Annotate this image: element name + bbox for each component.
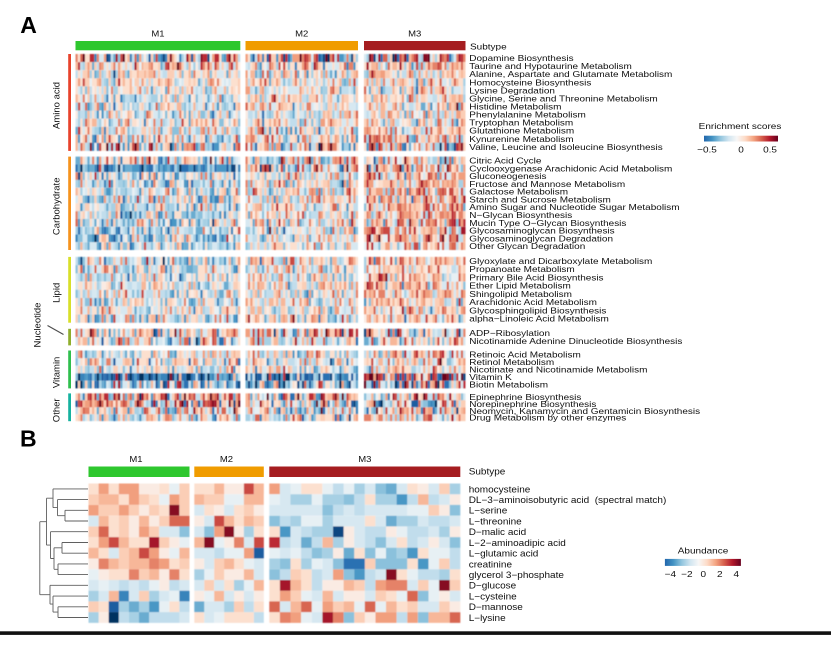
svg-text:Mucin Type O−Glycan Biosynthes: Mucin Type O−Glycan Biosynthesis xyxy=(469,219,627,228)
svg-text:Retinol Metabolism: Retinol Metabolism xyxy=(469,358,554,367)
svg-text:homocysteine: homocysteine xyxy=(469,485,531,495)
svg-text:Cyclooxygenase Arachidonic Aci: Cyclooxygenase Arachidonic Acid Metaboli… xyxy=(469,164,672,173)
svg-text:M3: M3 xyxy=(358,454,371,463)
svg-text:Arachidonic Acid Metabolism: Arachidonic Acid Metabolism xyxy=(469,298,597,307)
svg-text:L−2−aminoadipic acid: L−2−aminoadipic acid xyxy=(469,538,566,548)
svg-text:−4: −4 xyxy=(665,570,676,579)
svg-text:M1: M1 xyxy=(129,454,142,463)
svg-text:Neomycin, Kanamycin and Gentam: Neomycin, Kanamycin and Gentamicin Biosy… xyxy=(469,407,700,416)
svg-text:glycerol 3−phosphate: glycerol 3−phosphate xyxy=(469,570,564,580)
svg-text:Shingolipid Metabolism: Shingolipid Metabolism xyxy=(469,290,572,299)
svg-text:L−lysine: L−lysine xyxy=(469,613,506,623)
svg-text:Subtype: Subtype xyxy=(469,467,506,477)
svg-text:L−threonine: L−threonine xyxy=(469,517,522,527)
svg-text:Nicotinamide Adenine Dinucleot: Nicotinamide Adenine Dinucleotide Biosyn… xyxy=(469,337,683,346)
svg-text:creatinine: creatinine xyxy=(469,560,512,570)
svg-text:Glutathione Metabolism: Glutathione Metabolism xyxy=(469,126,574,135)
svg-text:Histidine Metabolism: Histidine Metabolism xyxy=(469,102,561,111)
svg-text:Tryptophan Metabolism: Tryptophan Metabolism xyxy=(469,118,573,127)
svg-text:Starch and Sucrose Metabolism: Starch and Sucrose Metabolism xyxy=(469,195,611,204)
svg-text:Norepinephrine Biosynthesis: Norepinephrine Biosynthesis xyxy=(469,400,597,409)
svg-text:N−Glycan Biosynthesis: N−Glycan Biosynthesis xyxy=(469,211,572,220)
svg-text:L−serine: L−serine xyxy=(469,506,508,516)
svg-text:Dopamine Biosynthesis: Dopamine Biosynthesis xyxy=(469,54,574,63)
svg-text:DL−3−aminoisobutyric acid (sp: DL−3−aminoisobutyric acid (spectral matc… xyxy=(469,495,667,505)
svg-text:M3: M3 xyxy=(408,29,421,38)
svg-text:Propanoate Metabolism: Propanoate Metabolism xyxy=(469,265,575,274)
svg-text:Taurine and Hypotaurine Metabo: Taurine and Hypotaurine Metabolism xyxy=(469,62,632,71)
svg-text:Fructose and Mannose Metabolis: Fructose and Mannose Metabolism xyxy=(469,180,625,189)
svg-text:Phenylalanine Metabolism: Phenylalanine Metabolism xyxy=(469,110,586,119)
svg-text:−0.5: −0.5 xyxy=(697,145,717,154)
svg-text:B: B xyxy=(20,426,37,452)
svg-text:Enrichment scores: Enrichment scores xyxy=(699,122,782,131)
svg-text:Biotin Metabolism: Biotin Metabolism xyxy=(469,380,548,389)
svg-text:Lysine Degradation: Lysine Degradation xyxy=(469,86,555,95)
svg-text:Other Glycan Degradation: Other Glycan Degradation xyxy=(469,242,585,251)
svg-text:2: 2 xyxy=(717,570,723,579)
svg-text:0: 0 xyxy=(738,145,744,154)
svg-text:Drug Metabolism by other enzym: Drug Metabolism by other enzymes xyxy=(469,413,626,422)
svg-text:Glyoxylate and Dicarboxylate M: Glyoxylate and Dicarboxylate Metabolism xyxy=(469,257,652,266)
svg-text:Carbohydrate: Carbohydrate xyxy=(52,178,63,236)
svg-text:4: 4 xyxy=(734,570,740,579)
svg-text:Glycine, Serine and Threonine: Glycine, Serine and Threonine Metabolism xyxy=(469,94,658,103)
svg-text:M2: M2 xyxy=(220,454,233,463)
svg-text:Valine, Leucine and Isoleucine: Valine, Leucine and Isoleucine Biosynthe… xyxy=(469,143,663,152)
svg-text:Glycosphingolipid Biosynthesis: Glycosphingolipid Biosynthesis xyxy=(469,306,606,315)
svg-text:Citric Acid Cycle: Citric Acid Cycle xyxy=(469,156,541,165)
svg-text:Ether Lipid Metabolism: Ether Lipid Metabolism xyxy=(469,281,571,290)
svg-text:Nicotinate and Nicotinamide Me: Nicotinate and Nicotinamide Metabolism xyxy=(469,365,647,374)
svg-text:0.5: 0.5 xyxy=(763,145,777,154)
svg-text:Amino acid: Amino acid xyxy=(52,82,63,129)
svg-text:Glycosaminoglycan Degradation: Glycosaminoglycan Degradation xyxy=(469,234,613,243)
svg-text:M2: M2 xyxy=(295,29,308,38)
svg-text:Homocysteine Biosynthesis: Homocysteine Biosynthesis xyxy=(469,78,591,87)
svg-text:A: A xyxy=(20,12,37,38)
svg-text:Nucleotide: Nucleotide xyxy=(33,303,44,348)
svg-text:L−glutamic acid: L−glutamic acid xyxy=(469,549,539,559)
svg-text:D−malic acid: D−malic acid xyxy=(469,528,526,538)
svg-text:L−cysteine: L−cysteine xyxy=(469,592,517,602)
svg-text:Epinephrine Biosynthesis: Epinephrine Biosynthesis xyxy=(469,393,582,402)
svg-text:0: 0 xyxy=(701,570,707,579)
svg-text:Glycosaminoglycan Biosynthesis: Glycosaminoglycan Biosynthesis xyxy=(469,226,615,235)
svg-text:Retinoic Acid Metabolism: Retinoic Acid Metabolism xyxy=(469,350,581,359)
svg-text:Primary Bile Acid Biosynthesis: Primary Bile Acid Biosynthesis xyxy=(469,273,604,282)
svg-text:D−mannose: D−mannose xyxy=(469,603,523,613)
svg-text:Amino Sugar and Nucleotide Sug: Amino Sugar and Nucleotide Sugar Metabol… xyxy=(469,203,680,212)
svg-text:M1: M1 xyxy=(151,29,164,38)
svg-text:Lipid: Lipid xyxy=(52,283,63,303)
svg-text:Other: Other xyxy=(52,398,63,422)
svg-text:Vitamin: Vitamin xyxy=(52,357,63,389)
svg-text:−2: −2 xyxy=(681,570,692,579)
svg-text:Vitamin K: Vitamin K xyxy=(469,373,512,382)
svg-text:Galactose Metabolism: Galactose Metabolism xyxy=(469,187,568,196)
svg-text:Kynurenine Metabolism: Kynurenine Metabolism xyxy=(469,135,574,144)
svg-text:alpha−Linoleic Acid Metabolism: alpha−Linoleic Acid Metabolism xyxy=(469,314,609,323)
svg-text:Gluconeogenesis: Gluconeogenesis xyxy=(469,172,547,181)
svg-text:Abundance: Abundance xyxy=(678,546,729,555)
svg-text:Subtype: Subtype xyxy=(470,42,507,51)
svg-text:D−glucose: D−glucose xyxy=(469,581,516,591)
svg-text:ADP−Ribosylation: ADP−Ribosylation xyxy=(469,329,550,338)
svg-text:Alanine, Aspartate and Glutama: Alanine, Aspartate and Glutamate Metabol… xyxy=(469,70,672,79)
